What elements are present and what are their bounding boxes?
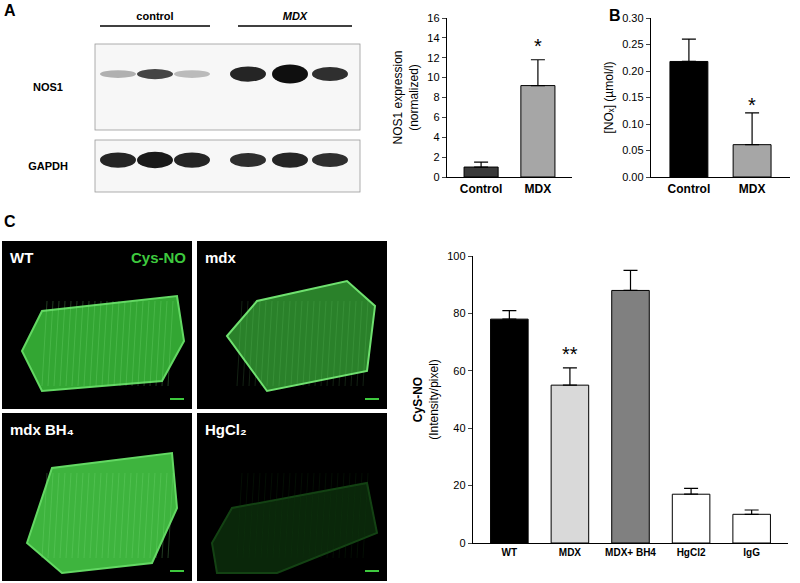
- svg-text:2: 2: [433, 151, 439, 163]
- svg-text:*: *: [534, 35, 542, 57]
- svg-text:MDX: MDX: [739, 182, 766, 196]
- svg-text:WT: WT: [502, 547, 518, 558]
- svg-text:12: 12: [427, 52, 439, 64]
- svg-text:Control: Control: [668, 182, 711, 196]
- svg-text:0.15: 0.15: [622, 91, 643, 103]
- svg-text:40: 40: [453, 422, 465, 434]
- svg-text:CyS-NO(Intensity/pixel): CyS-NO(Intensity/pixel): [411, 359, 441, 440]
- svg-text:mdx BH₄: mdx BH₄: [10, 421, 74, 438]
- svg-text:HgCl2: HgCl2: [677, 547, 706, 558]
- svg-text:0.10: 0.10: [622, 118, 643, 130]
- svg-text:20: 20: [453, 479, 465, 491]
- svg-text:control: control: [136, 10, 173, 22]
- svg-text:MDX: MDX: [525, 182, 552, 196]
- svg-text:WT: WT: [10, 249, 33, 266]
- svg-text:10: 10: [427, 71, 439, 83]
- svg-text:NOS1 expression(normalized): NOS1 expression(normalized): [391, 50, 421, 144]
- svg-text:4: 4: [433, 131, 439, 143]
- svg-text:Cys-NO: Cys-NO: [131, 249, 186, 266]
- svg-text:100: 100: [447, 250, 465, 262]
- svg-text:MDX: MDX: [559, 547, 582, 558]
- svg-text:0.00: 0.00: [622, 171, 643, 183]
- svg-text:80: 80: [453, 307, 465, 319]
- svg-text:NOS1: NOS1: [33, 81, 63, 93]
- svg-text:16: 16: [427, 12, 439, 24]
- svg-text:Control: Control: [460, 182, 503, 196]
- svg-text:mdx: mdx: [205, 249, 237, 266]
- svg-text:IgG: IgG: [743, 547, 760, 558]
- svg-text:0.05: 0.05: [622, 144, 643, 156]
- svg-text:MDX: MDX: [283, 10, 308, 22]
- svg-text:0.25: 0.25: [622, 38, 643, 50]
- svg-text:[NOₓ] (µmol/l): [NOₓ] (µmol/l): [602, 61, 616, 133]
- svg-text:8: 8: [433, 91, 439, 103]
- svg-text:14: 14: [427, 32, 439, 44]
- svg-text:C: C: [4, 213, 16, 230]
- svg-text:0: 0: [459, 537, 465, 549]
- svg-text:6: 6: [433, 111, 439, 123]
- svg-text:A: A: [4, 2, 16, 19]
- svg-text:60: 60: [453, 365, 465, 377]
- svg-text:B: B: [609, 7, 621, 24]
- svg-text:HgCl₂: HgCl₂: [205, 421, 247, 438]
- svg-text:0.20: 0.20: [622, 65, 643, 77]
- svg-text:MDX+ BH4: MDX+ BH4: [605, 547, 656, 558]
- svg-text:0: 0: [433, 171, 439, 183]
- svg-text:**: **: [562, 343, 578, 365]
- svg-text:*: *: [748, 94, 756, 116]
- svg-text:GAPDH: GAPDH: [28, 160, 68, 172]
- svg-text:0.30: 0.30: [622, 12, 643, 24]
